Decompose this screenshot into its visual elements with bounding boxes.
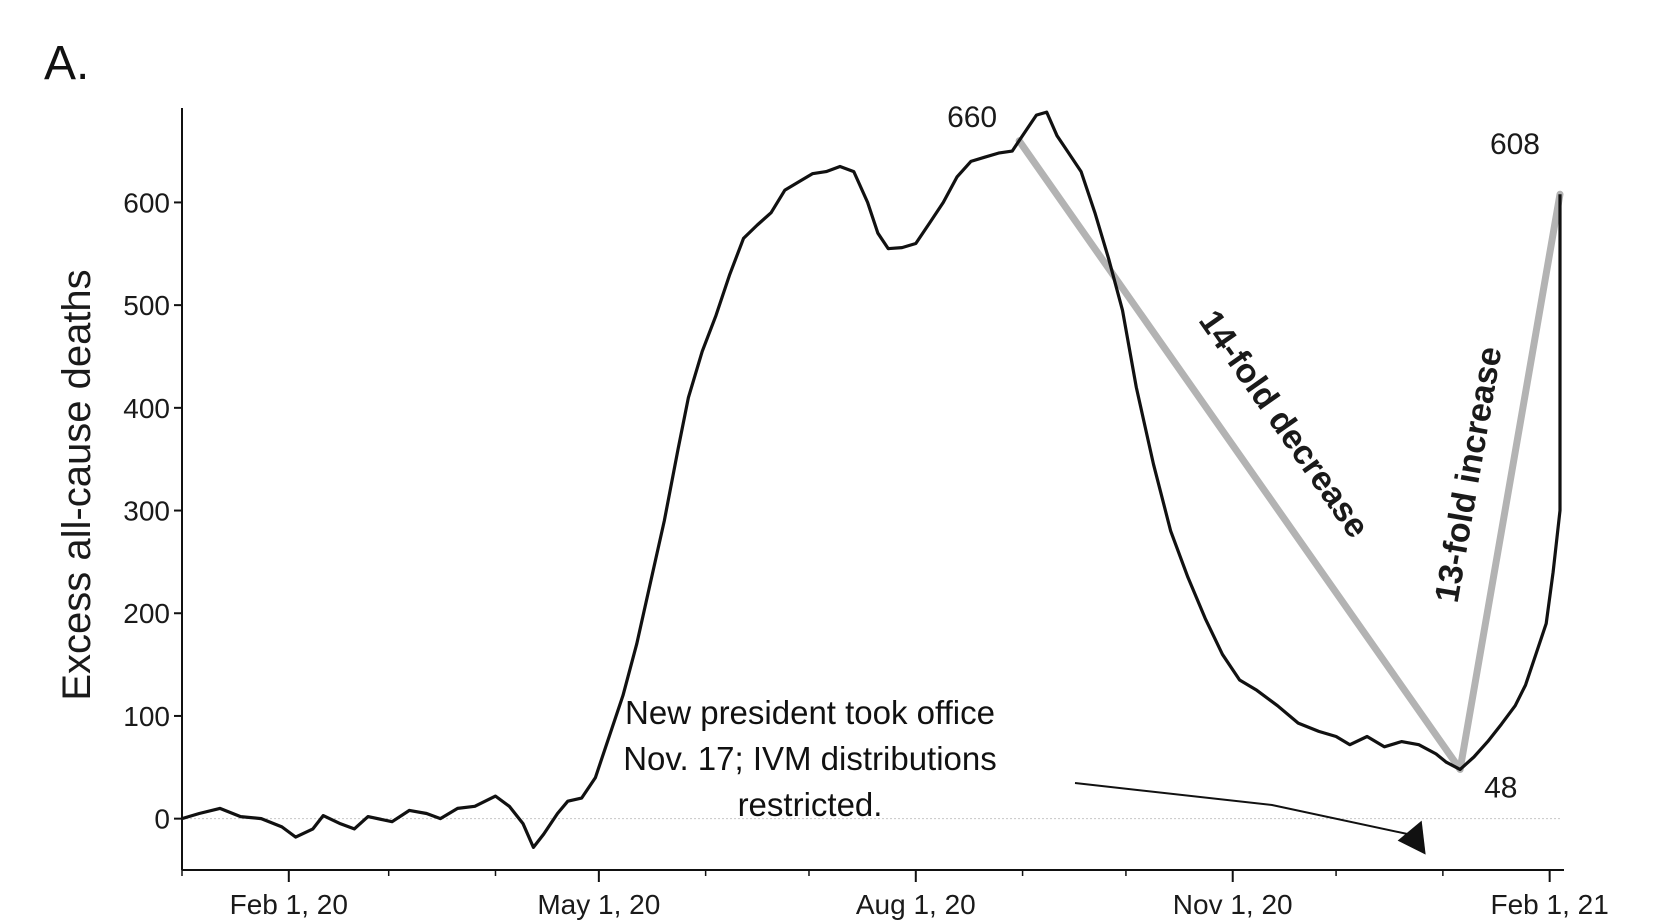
axes: 0 100 200 300 400 500 600 Feb 1, 20 May 1, 20 Aug… xyxy=(123,108,1609,920)
x-tick-label: Nov 1, 20 xyxy=(1173,889,1293,920)
annotation-note: New president took office Nov. 17; IVM d… xyxy=(585,690,1035,828)
point-label: 48 xyxy=(1484,771,1517,804)
y-tick-label: 0 xyxy=(154,804,170,835)
series xyxy=(181,110,1562,849)
y-tick-label: 200 xyxy=(123,598,170,629)
y-tick-label: 300 xyxy=(123,496,170,527)
y-tick-label: 500 xyxy=(123,290,170,321)
trend-line xyxy=(1456,190,1564,773)
y-tick-label: 400 xyxy=(123,393,170,424)
x-tick-label: Feb 1, 20 xyxy=(230,889,348,920)
y-axis-label: Excess all-cause deaths xyxy=(55,269,99,700)
x-tick-label: May 1, 20 xyxy=(537,889,660,920)
y-tick-label: 100 xyxy=(123,701,170,732)
point-label: 660 xyxy=(947,101,997,134)
x-tick-label: Feb 1, 21 xyxy=(1491,889,1609,920)
annotation-arrow xyxy=(1074,782,1426,855)
annotation-line-2: Nov. 17; IVM distributions xyxy=(623,740,997,777)
point-label: 608 xyxy=(1490,128,1540,161)
annotation-line-1: New president took office xyxy=(625,694,995,731)
y-tick-label: 600 xyxy=(123,187,170,218)
panel-label: A. xyxy=(44,37,90,90)
annotation-line-3: restricted. xyxy=(737,786,883,823)
arrow-line xyxy=(1074,782,1420,838)
x-tick-label: Aug 1, 20 xyxy=(856,889,976,920)
point-labels: 660 608 48 xyxy=(947,101,1540,805)
trend-line xyxy=(1015,137,1464,773)
series-line xyxy=(181,110,1562,849)
arrow-head xyxy=(1397,820,1426,855)
